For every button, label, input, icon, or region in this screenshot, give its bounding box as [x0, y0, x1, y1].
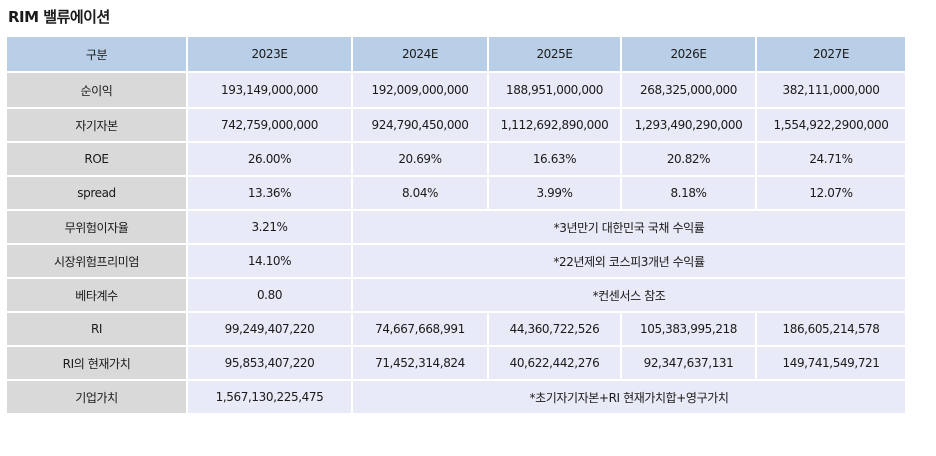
- rim-valuation-table: 구분 2023E 2024E 2025E 2026E 2027E 순이익 193…: [7, 37, 907, 415]
- header-year-2024: 2024E: [353, 37, 489, 73]
- row-label: RI의 현재가치: [7, 347, 188, 381]
- cell-value: 8.04%: [353, 177, 489, 211]
- cell-value: 20.69%: [353, 143, 489, 177]
- cell-value: 13.36%: [188, 177, 353, 211]
- cell-value: 193,149,000,000: [188, 73, 353, 109]
- cell-value: 188,951,000,000: [489, 73, 622, 109]
- row-label: 기업가치: [7, 381, 188, 415]
- cell-value: 26.00%: [188, 143, 353, 177]
- cell-value: 3.21%: [188, 211, 353, 245]
- cell-value: 924,790,450,000: [353, 109, 489, 143]
- cell-value: 92,347,637,131: [622, 347, 757, 381]
- cell-value: 268,325,000,000: [622, 73, 757, 109]
- cell-value: 24.71%: [757, 143, 907, 177]
- row-spread: spread 13.36% 8.04% 3.99% 8.18% 12.07%: [7, 177, 907, 211]
- row-label: 무위험이자율: [7, 211, 188, 245]
- cell-value: 1,567,130,225,475: [188, 381, 353, 415]
- row-label: spread: [7, 177, 188, 211]
- cell-value: 1,112,692,890,000: [489, 109, 622, 143]
- row-roe: ROE 26.00% 20.69% 16.63% 20.82% 24.71%: [7, 143, 907, 177]
- header-year-2023: 2023E: [188, 37, 353, 73]
- row-beta: 베타계수 0.80 *컨센서스 참조: [7, 279, 907, 313]
- row-net-income: 순이익 193,149,000,000 192,009,000,000 188,…: [7, 73, 907, 109]
- cell-note: *컨센서스 참조: [353, 279, 907, 313]
- cell-value: 192,009,000,000: [353, 73, 489, 109]
- row-label: 자기자본: [7, 109, 188, 143]
- cell-value: 382,111,000,000: [757, 73, 907, 109]
- row-market-premium: 시장위험프리미엄 14.10% *22년제외 코스피3개년 수익률: [7, 245, 907, 279]
- cell-value: 74,667,668,991: [353, 313, 489, 347]
- row-label: 베타계수: [7, 279, 188, 313]
- cell-value: 99,249,407,220: [188, 313, 353, 347]
- row-ri-present-value: RI의 현재가치 95,853,407,220 71,452,314,824 4…: [7, 347, 907, 381]
- row-label: RI: [7, 313, 188, 347]
- cell-value: 1,293,490,290,000: [622, 109, 757, 143]
- cell-value: 12.07%: [757, 177, 907, 211]
- row-ri: RI 99,249,407,220 74,667,668,991 44,360,…: [7, 313, 907, 347]
- cell-note: *22년제외 코스피3개년 수익률: [353, 245, 907, 279]
- cell-value: 149,741,549,721: [757, 347, 907, 381]
- cell-value: 1,554,922,2900,000: [757, 109, 907, 143]
- cell-value: 20.82%: [622, 143, 757, 177]
- cell-value: 71,452,314,824: [353, 347, 489, 381]
- cell-note: *초기자기자본+RI 현재가치합+영구가치: [353, 381, 907, 415]
- row-equity: 자기자본 742,759,000,000 924,790,450,000 1,1…: [7, 109, 907, 143]
- cell-value: 105,383,995,218: [622, 313, 757, 347]
- cell-value: 16.63%: [489, 143, 622, 177]
- cell-value: 742,759,000,000: [188, 109, 353, 143]
- row-firm-value: 기업가치 1,567,130,225,475 *초기자기자본+RI 현재가치합+…: [7, 381, 907, 415]
- header-year-2026: 2026E: [622, 37, 757, 73]
- cell-value: 14.10%: [188, 245, 353, 279]
- cell-value: 44,360,722,526: [489, 313, 622, 347]
- cell-note: *3년만기 대한민국 국채 수익률: [353, 211, 907, 245]
- cell-value: 186,605,214,578: [757, 313, 907, 347]
- row-label: 순이익: [7, 73, 188, 109]
- header-year-2027: 2027E: [757, 37, 907, 73]
- cell-value: 40,622,442,276: [489, 347, 622, 381]
- header-row: 구분 2023E 2024E 2025E 2026E 2027E: [7, 37, 907, 73]
- page-title: RIM 밸류에이션: [8, 8, 110, 26]
- header-year-2025: 2025E: [489, 37, 622, 73]
- cell-value: 3.99%: [489, 177, 622, 211]
- cell-value: 8.18%: [622, 177, 757, 211]
- header-category: 구분: [7, 37, 188, 73]
- cell-value: 95,853,407,220: [188, 347, 353, 381]
- row-risk-free-rate: 무위험이자율 3.21% *3년만기 대한민국 국채 수익률: [7, 211, 907, 245]
- row-label: 시장위험프리미엄: [7, 245, 188, 279]
- row-label: ROE: [7, 143, 188, 177]
- cell-value: 0.80: [188, 279, 353, 313]
